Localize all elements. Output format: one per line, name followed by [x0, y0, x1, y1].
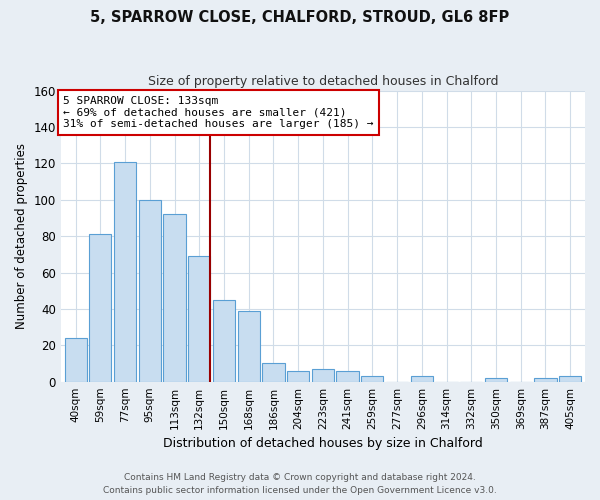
Bar — [65, 338, 87, 382]
Bar — [262, 364, 284, 382]
Bar — [114, 162, 136, 382]
Y-axis label: Number of detached properties: Number of detached properties — [15, 143, 28, 329]
Bar — [287, 371, 309, 382]
Bar — [89, 234, 112, 382]
Text: Contains HM Land Registry data © Crown copyright and database right 2024.
Contai: Contains HM Land Registry data © Crown c… — [103, 474, 497, 495]
Bar — [361, 376, 383, 382]
Bar — [238, 310, 260, 382]
Bar — [485, 378, 507, 382]
Bar — [213, 300, 235, 382]
X-axis label: Distribution of detached houses by size in Chalford: Distribution of detached houses by size … — [163, 437, 483, 450]
Bar — [535, 378, 557, 382]
Bar — [312, 369, 334, 382]
Bar — [410, 376, 433, 382]
Bar — [188, 256, 211, 382]
Bar — [163, 214, 185, 382]
Bar — [559, 376, 581, 382]
Text: 5, SPARROW CLOSE, CHALFORD, STROUD, GL6 8FP: 5, SPARROW CLOSE, CHALFORD, STROUD, GL6 … — [91, 10, 509, 25]
Bar — [337, 371, 359, 382]
Title: Size of property relative to detached houses in Chalford: Size of property relative to detached ho… — [148, 75, 498, 88]
Bar — [139, 200, 161, 382]
Text: 5 SPARROW CLOSE: 133sqm
← 69% of detached houses are smaller (421)
31% of semi-d: 5 SPARROW CLOSE: 133sqm ← 69% of detache… — [63, 96, 374, 129]
